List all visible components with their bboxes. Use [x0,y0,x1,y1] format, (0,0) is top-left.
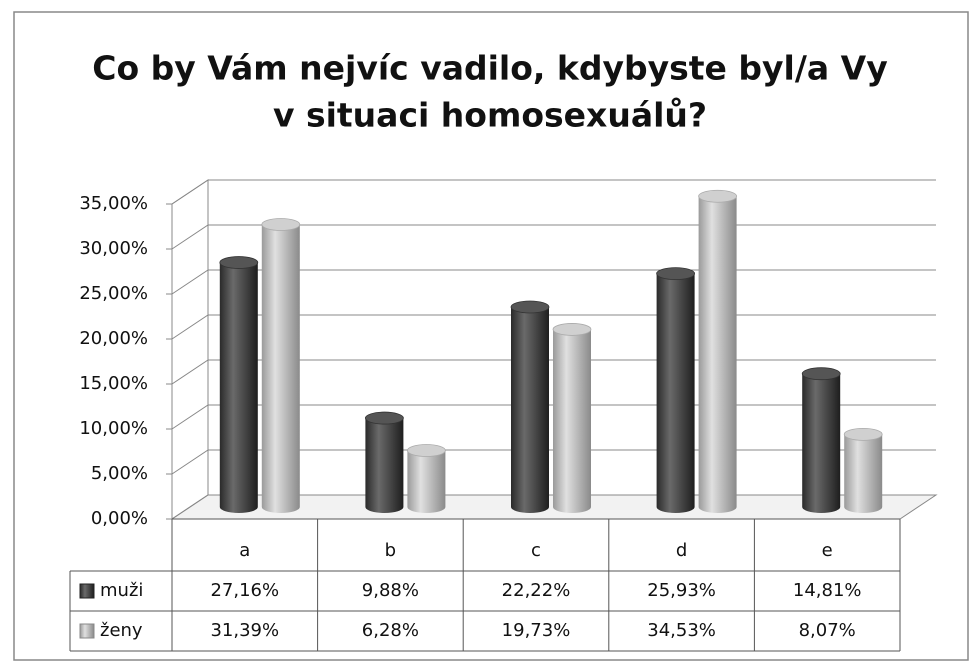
y-tick-label: 15,00% [79,373,148,394]
y-tick-label: 5,00% [91,463,148,484]
data-label: 22,22% [502,580,571,601]
bar-top [510,300,550,314]
grid-line [171,224,936,250]
grid-line [171,269,936,295]
x-tick-label: e [822,540,833,561]
bar-top [698,189,737,203]
x-tick-label: b [385,540,396,561]
y-tick-label: 10,00% [79,418,148,439]
y-tick-label: 30,00% [79,238,148,259]
y-tick-label: 25,00% [79,283,148,304]
grid-line [171,179,936,205]
bar [407,450,446,513]
legend-swatch [79,583,95,599]
bar-top [219,256,259,269]
data-label: 34,53% [647,620,716,641]
x-tick-label: c [531,540,541,561]
bar-top [261,218,301,231]
x-tick-label: d [676,540,687,561]
legend-swatch [79,623,95,639]
data-label: 19,73% [502,620,571,641]
legend-label: muži [100,580,143,601]
y-tick-label: 20,00% [79,328,148,349]
data-label: 14,81% [793,580,862,601]
bar [844,434,883,513]
chart-title: Co by Vám nejvíc vadilo, kdybyste byl/a … [92,49,887,88]
legend-label: ženy [100,620,143,641]
y-tick-label: 0,00% [91,508,148,529]
chart-subtitle: v situaci homosexuálů? [273,96,707,135]
bar [261,224,300,514]
bar-top [406,444,446,457]
bar [656,273,695,513]
bar [219,262,258,513]
bar [802,373,841,513]
bar-top [552,323,592,336]
bar [698,196,737,514]
data-label: 6,28% [362,620,419,641]
y-tick-label: 35,00% [79,193,148,214]
bar-top [801,367,841,381]
data-label: 31,39% [210,620,279,641]
back-wall [171,179,209,520]
data-label: 27,16% [210,580,279,601]
data-label: 9,88% [362,580,419,601]
data-label: 25,93% [647,580,716,601]
bar [365,418,404,513]
bar-top [656,267,695,281]
data-label: 8,07% [799,620,856,641]
x-tick-label: a [239,540,250,561]
bar-top [364,411,404,425]
bar-top [843,427,883,441]
bar [553,329,591,513]
bar [511,307,549,513]
